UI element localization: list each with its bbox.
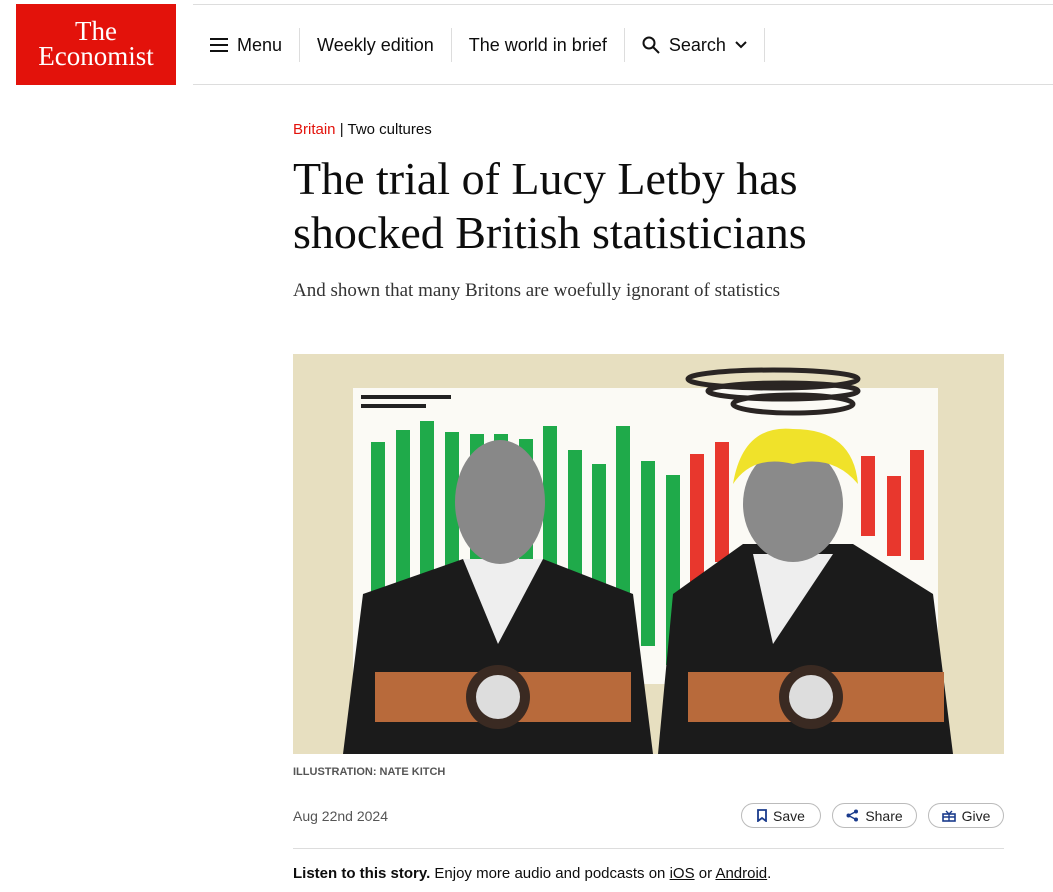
search-icon (642, 36, 660, 54)
shirt (463, 559, 543, 644)
nav-item[interactable]: Weekly edition (300, 27, 452, 62)
save-button[interactable]: Save (741, 803, 821, 828)
hair (733, 428, 858, 484)
listen-text: or (698, 865, 713, 882)
button-label: Give (961, 807, 991, 824)
ios-link[interactable]: iOS (669, 865, 695, 882)
chevron (735, 40, 747, 48)
scribble (685, 367, 861, 416)
nav-item[interactable]: Search (625, 27, 765, 62)
panel-lines (361, 395, 451, 408)
listen-lead: Listen to this story. (293, 865, 431, 882)
share-button[interactable]: Share (832, 803, 917, 828)
subtitle: And shown that many Britons are woefully… (293, 280, 781, 301)
give-button[interactable]: Give (928, 803, 1004, 828)
logo-line: Economist (38, 41, 154, 71)
section[interactable]: Britain (293, 121, 336, 138)
android-link[interactable]: Android (715, 865, 768, 882)
illustration (293, 354, 1004, 754)
nav-label: Weekly edition (317, 34, 434, 55)
headline: The trial of Lucy Letby has shocked Brit… (293, 153, 807, 258)
shirt (753, 554, 833, 644)
nav-label: Menu (237, 34, 283, 55)
image-bars-red (690, 442, 924, 654)
button-label: Save (773, 807, 805, 824)
logo-line: The (75, 16, 117, 46)
listen-line: Listen to this story. Enjoy more audio a… (293, 865, 771, 882)
nav-item[interactable]: Menu (193, 27, 301, 62)
date: Aug 22nd 2024 (293, 808, 388, 824)
logo[interactable]: The Economist (16, 4, 176, 85)
nav-label: The world in brief (468, 34, 607, 55)
figure-head (455, 440, 545, 564)
caption: ILLUSTRATION: NATE KITCH (293, 766, 446, 778)
divider (293, 848, 1004, 849)
button-label: Share (865, 807, 903, 824)
nav-bar: Menu Weekly edition The world in brief S… (193, 4, 1053, 85)
emblem (789, 675, 833, 719)
section-line: Britain | Two cultures (293, 121, 432, 138)
bookmark-icon (757, 809, 767, 822)
menu-icon (210, 37, 228, 52)
topic: Two cultures (347, 121, 432, 138)
share-icon (846, 809, 859, 822)
listen-text: Enjoy more audio and podcasts on (434, 865, 666, 882)
image-bars (371, 421, 680, 665)
nav-label: Search (668, 34, 726, 55)
nav-item[interactable]: The world in brief (452, 27, 625, 62)
figure-head (743, 446, 843, 562)
listen-text: . (767, 865, 772, 882)
emblem (476, 675, 520, 719)
gift-icon (941, 810, 956, 822)
